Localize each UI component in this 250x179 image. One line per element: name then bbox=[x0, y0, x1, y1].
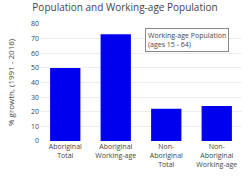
svg-text:Non-AboriginalTotal: Non-AboriginalTotal bbox=[150, 142, 183, 169]
svg-text:AboriginalWorking-age: AboriginalWorking-age bbox=[95, 142, 136, 160]
svg-text:20: 20 bbox=[31, 107, 39, 116]
svg-text:60: 60 bbox=[31, 49, 39, 58]
svg-text:40: 40 bbox=[31, 78, 39, 87]
svg-text:AboriginalTotal: AboriginalTotal bbox=[49, 142, 82, 160]
svg-text:80: 80 bbox=[31, 19, 39, 28]
svg-text:Population and Working-age Pop: Population and Working-age Population bbox=[32, 0, 217, 14]
svg-text:10: 10 bbox=[31, 122, 39, 131]
svg-text:30: 30 bbox=[31, 93, 39, 102]
svg-text:% growth, (1991 - 2016): % growth, (1991 - 2016) bbox=[5, 38, 16, 126]
svg-text:Working-age Population(ages 15: Working-age Population(ages 15 - 64) bbox=[148, 31, 226, 49]
svg-text:70: 70 bbox=[31, 34, 39, 43]
svg-text:0: 0 bbox=[35, 136, 39, 145]
svg-text:Non-AboriginalWorking-age: Non-AboriginalWorking-age bbox=[196, 142, 237, 169]
svg-text:50: 50 bbox=[31, 63, 39, 72]
